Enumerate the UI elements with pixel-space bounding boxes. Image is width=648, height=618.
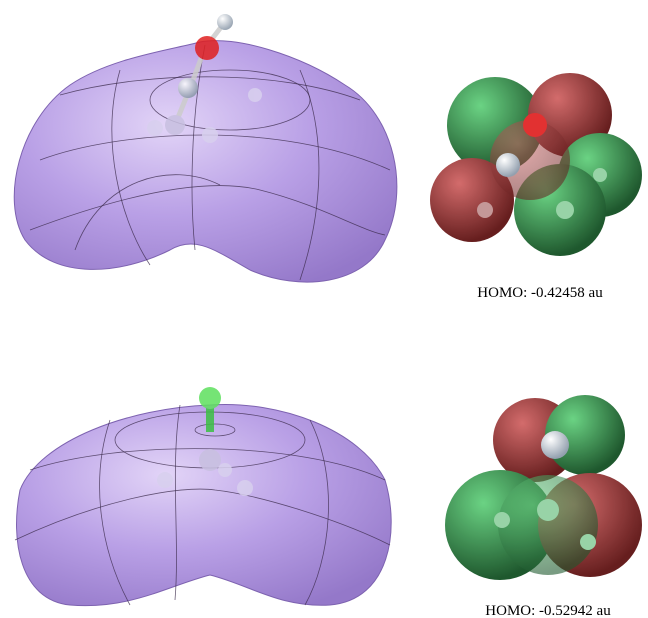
orbital-top [430,73,642,256]
orbital-label: HOMO: -0.52942 au [485,603,611,618]
figure: HOMO: -0.42458 au HOMO: -0.52942 au [0,0,648,618]
surface-bottom [15,404,391,605]
orbital-label: HOMO: -0.42458 au [477,285,603,301]
orbital-bottom [445,395,642,580]
surface-top [14,41,397,282]
